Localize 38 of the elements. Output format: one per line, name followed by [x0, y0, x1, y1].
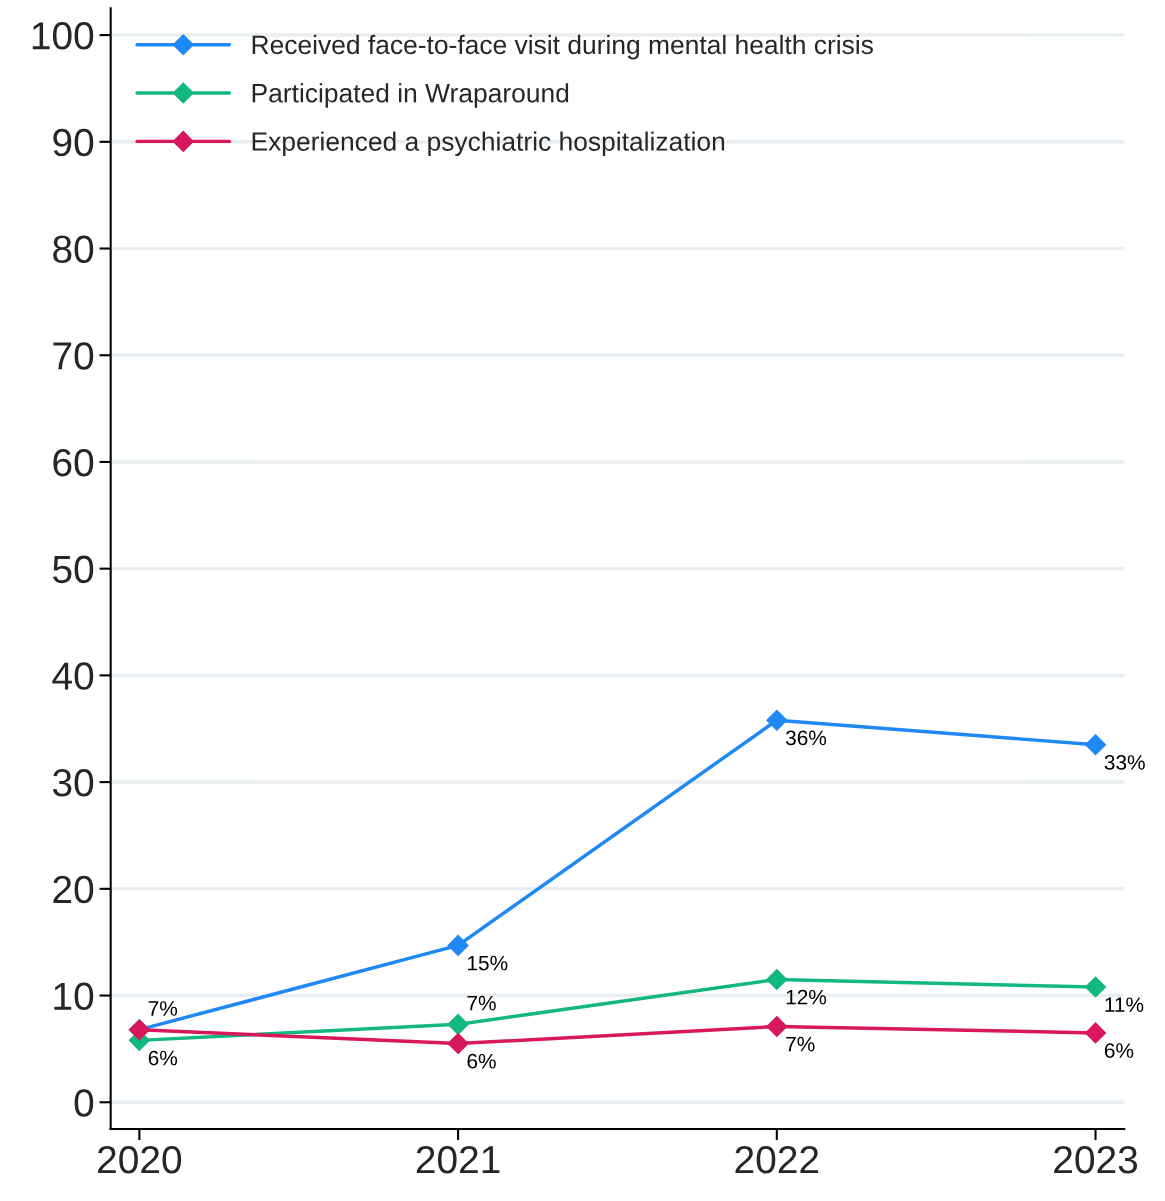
y-tick-label: 70: [53, 342, 94, 370]
data-label: 7%: [467, 995, 496, 1011]
point: [1085, 976, 1107, 998]
x-tick-label: 2023: [1054, 1145, 1138, 1174]
x-tick-label: 2021: [416, 1145, 500, 1174]
point: [766, 1015, 788, 1038]
legend-label: Experienced a psychiatric hospitalization: [252, 131, 725, 157]
point: [447, 1013, 469, 1035]
y-tick-label: 30: [52, 769, 94, 797]
point: [766, 969, 788, 991]
x-tick-label: 2022: [735, 1145, 819, 1174]
legend-label: Participated in Wraparound: [252, 83, 569, 108]
data-label: 7%: [786, 1036, 815, 1052]
data-label: 11%: [1105, 997, 1144, 1012]
y-tick-label: 90: [53, 128, 94, 157]
data-label: 15%: [468, 955, 508, 971]
point: [1085, 1022, 1107, 1044]
y-tick-label: 0: [74, 1089, 94, 1117]
x-tick-label: 2020: [98, 1145, 182, 1174]
y-tick-label: 100: [32, 22, 94, 50]
point: [447, 1033, 469, 1055]
data-label: 12%: [786, 989, 827, 1005]
data-label: 6%: [1104, 1043, 1134, 1058]
data-label: 33%: [1104, 755, 1145, 770]
y-tick-label: 60: [53, 448, 94, 477]
point: [766, 709, 788, 731]
y-tick-label: 10: [54, 982, 94, 1011]
data-label: 6%: [148, 1050, 178, 1066]
legend-label: Received face-to-face visit during mental health crisis: [252, 34, 873, 60]
y-tick-label: 50: [53, 555, 94, 584]
point: [1085, 734, 1107, 756]
y-tick-label: 40: [52, 662, 94, 690]
data-label: 36%: [785, 730, 827, 746]
point: [447, 934, 469, 956]
data-label: 7%: [148, 1001, 178, 1016]
y-tick-label: 80: [53, 235, 94, 263]
data-label: 6%: [467, 1053, 496, 1069]
y-tick-label: 20: [53, 875, 94, 904]
